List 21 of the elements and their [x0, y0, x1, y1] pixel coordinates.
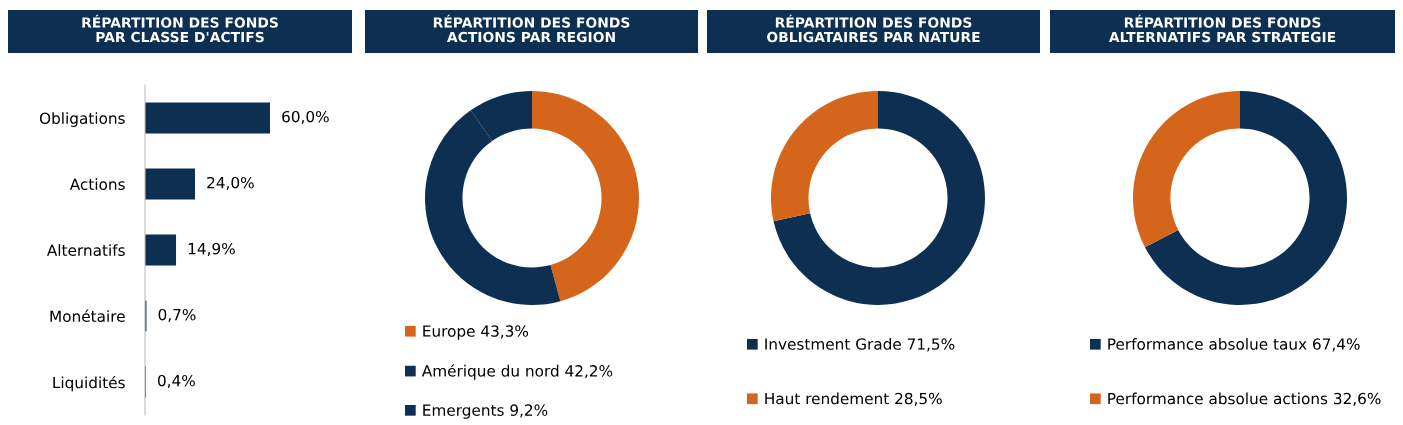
legend-label: Haut rendement 28,5% — [765, 392, 942, 406]
y-tick-label: Liquidités — [53, 375, 125, 392]
y-tick-label: Monétaire — [50, 309, 125, 323]
chart-title: RÉPARTITION DES FONDS ACTIONS PAR REGION — [433, 14, 630, 43]
data-label: 14,9% — [188, 242, 235, 256]
data-label: 60,0% — [282, 110, 329, 124]
legend-label: Emergents 9,2% — [423, 404, 548, 419]
legend-label: Investment Grade 71,5% — [765, 338, 955, 352]
y-tick-label: Actions — [69, 178, 125, 191]
legend-label: Performance absolue taux 67,4% — [1108, 338, 1360, 352]
legend-label: Performance absolue actions 32,6% — [1108, 392, 1381, 406]
data-label: 24,0% — [207, 176, 254, 190]
chart-title: RÉPARTITION DES FONDS OBLIGATAIRES PAR NATURE — [767, 14, 980, 43]
chart-title: RÉPARTITION DES FONDS PAR CLASSE D'ACTIFS — [82, 14, 278, 43]
legend-label: Europe 43,3% — [423, 325, 529, 340]
data-label: 0,7% — [158, 308, 196, 322]
y-tick-label: Obligations — [39, 112, 125, 127]
data-label: 0,4% — [157, 374, 195, 388]
y-tick-label: Alternatifs — [46, 244, 125, 257]
chart-title: RÉPARTITION DES FONDS ALTERNATIFS PAR STRATEGIE — [1108, 14, 1336, 43]
legend-label: Amérique du nord 42,2% — [421, 364, 613, 380]
